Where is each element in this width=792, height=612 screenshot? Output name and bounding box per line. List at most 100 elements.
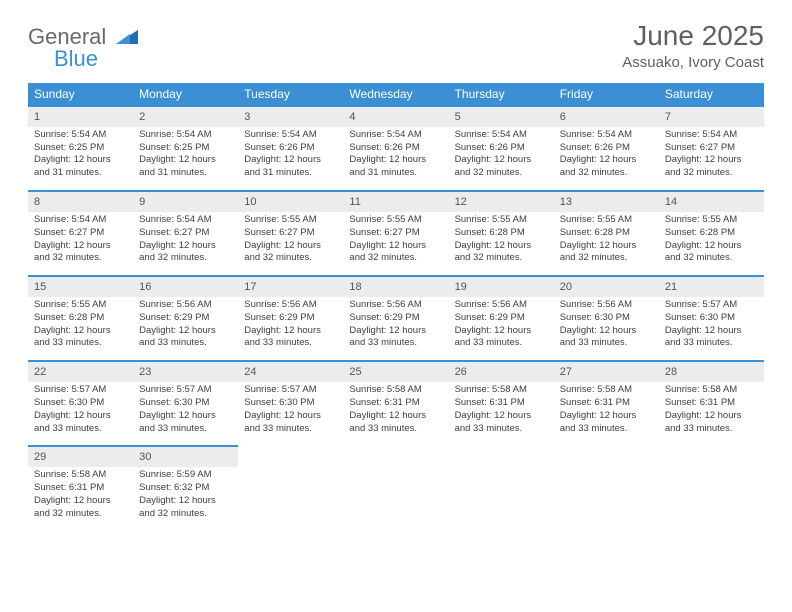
location: Assuako, Ivory Coast bbox=[622, 54, 764, 71]
sunrise-line: Sunrise: 5:56 AM bbox=[560, 299, 653, 312]
calendar-cell bbox=[554, 445, 659, 530]
weekday-header: Thursday bbox=[449, 83, 554, 105]
sunset-line: Sunset: 6:28 PM bbox=[455, 227, 548, 240]
day-number: 27 bbox=[554, 360, 659, 382]
sunset-line: Sunset: 6:30 PM bbox=[34, 397, 127, 410]
sunset-line: Sunset: 6:25 PM bbox=[139, 142, 232, 155]
day-number: 19 bbox=[449, 275, 554, 297]
sunset-line: Sunset: 6:31 PM bbox=[349, 397, 442, 410]
day-body: Sunrise: 5:54 AMSunset: 6:27 PMDaylight:… bbox=[659, 127, 764, 190]
daylight-line: Daylight: 12 hours and 33 minutes. bbox=[139, 325, 232, 351]
calendar-cell: 6Sunrise: 5:54 AMSunset: 6:26 PMDaylight… bbox=[554, 105, 659, 190]
month-title: June 2025 bbox=[622, 20, 764, 52]
daylight-line: Daylight: 12 hours and 33 minutes. bbox=[349, 325, 442, 351]
daylight-line: Daylight: 12 hours and 33 minutes. bbox=[139, 410, 232, 436]
day-number: 30 bbox=[133, 445, 238, 467]
sunset-line: Sunset: 6:30 PM bbox=[560, 312, 653, 325]
calendar-cell: 7Sunrise: 5:54 AMSunset: 6:27 PMDaylight… bbox=[659, 105, 764, 190]
week-header-row: SundayMondayTuesdayWednesdayThursdayFrid… bbox=[28, 83, 764, 105]
day-body: Sunrise: 5:59 AMSunset: 6:32 PMDaylight:… bbox=[133, 467, 238, 530]
daylight-line: Daylight: 12 hours and 33 minutes. bbox=[560, 325, 653, 351]
day-number: 9 bbox=[133, 190, 238, 212]
sunrise-line: Sunrise: 5:55 AM bbox=[560, 214, 653, 227]
weekday-header: Monday bbox=[133, 83, 238, 105]
sunset-line: Sunset: 6:31 PM bbox=[560, 397, 653, 410]
sunset-line: Sunset: 6:26 PM bbox=[349, 142, 442, 155]
calendar-cell: 8Sunrise: 5:54 AMSunset: 6:27 PMDaylight… bbox=[28, 190, 133, 275]
calendar-cell bbox=[659, 445, 764, 530]
day-number: 13 bbox=[554, 190, 659, 212]
calendar-cell: 22Sunrise: 5:57 AMSunset: 6:30 PMDayligh… bbox=[28, 360, 133, 445]
sunset-line: Sunset: 6:30 PM bbox=[665, 312, 758, 325]
calendar-cell: 21Sunrise: 5:57 AMSunset: 6:30 PMDayligh… bbox=[659, 275, 764, 360]
sunrise-line: Sunrise: 5:59 AM bbox=[139, 469, 232, 482]
sunrise-line: Sunrise: 5:54 AM bbox=[139, 129, 232, 142]
day-body: Sunrise: 5:57 AMSunset: 6:30 PMDaylight:… bbox=[659, 297, 764, 360]
day-number: 4 bbox=[343, 105, 448, 127]
sunrise-line: Sunrise: 5:55 AM bbox=[349, 214, 442, 227]
sunset-line: Sunset: 6:27 PM bbox=[665, 142, 758, 155]
weekday-header: Tuesday bbox=[238, 83, 343, 105]
day-body: Sunrise: 5:58 AMSunset: 6:31 PMDaylight:… bbox=[343, 382, 448, 445]
calendar-cell bbox=[343, 445, 448, 530]
sunrise-line: Sunrise: 5:54 AM bbox=[139, 214, 232, 227]
sunrise-line: Sunrise: 5:56 AM bbox=[139, 299, 232, 312]
page-header: General Blue June 2025 Assuako, Ivory Co… bbox=[28, 20, 764, 71]
calendar-cell: 9Sunrise: 5:54 AMSunset: 6:27 PMDaylight… bbox=[133, 190, 238, 275]
day-number: 20 bbox=[554, 275, 659, 297]
logo-word-blue: Blue bbox=[54, 48, 138, 70]
day-body: Sunrise: 5:58 AMSunset: 6:31 PMDaylight:… bbox=[554, 382, 659, 445]
weekday-header: Wednesday bbox=[343, 83, 448, 105]
logo-text: General Blue bbox=[28, 26, 138, 70]
daylight-line: Daylight: 12 hours and 32 minutes. bbox=[560, 240, 653, 266]
day-number: 12 bbox=[449, 190, 554, 212]
day-number: 1 bbox=[28, 105, 133, 127]
daylight-line: Daylight: 12 hours and 33 minutes. bbox=[665, 410, 758, 436]
daylight-line: Daylight: 12 hours and 32 minutes. bbox=[34, 240, 127, 266]
daylight-line: Daylight: 12 hours and 32 minutes. bbox=[665, 154, 758, 180]
day-body: Sunrise: 5:54 AMSunset: 6:26 PMDaylight:… bbox=[343, 127, 448, 190]
calendar-cell: 26Sunrise: 5:58 AMSunset: 6:31 PMDayligh… bbox=[449, 360, 554, 445]
day-number: 10 bbox=[238, 190, 343, 212]
daylight-line: Daylight: 12 hours and 32 minutes. bbox=[349, 240, 442, 266]
calendar-row: 29Sunrise: 5:58 AMSunset: 6:31 PMDayligh… bbox=[28, 445, 764, 530]
weekday-header: Friday bbox=[554, 83, 659, 105]
sunset-line: Sunset: 6:28 PM bbox=[560, 227, 653, 240]
daylight-line: Daylight: 12 hours and 32 minutes. bbox=[560, 154, 653, 180]
sunrise-line: Sunrise: 5:55 AM bbox=[244, 214, 337, 227]
daylight-line: Daylight: 12 hours and 33 minutes. bbox=[34, 325, 127, 351]
sunset-line: Sunset: 6:31 PM bbox=[665, 397, 758, 410]
day-number: 5 bbox=[449, 105, 554, 127]
daylight-line: Daylight: 12 hours and 32 minutes. bbox=[665, 240, 758, 266]
daylight-line: Daylight: 12 hours and 32 minutes. bbox=[455, 154, 548, 180]
day-body: Sunrise: 5:56 AMSunset: 6:29 PMDaylight:… bbox=[343, 297, 448, 360]
sunset-line: Sunset: 6:27 PM bbox=[349, 227, 442, 240]
sunset-line: Sunset: 6:26 PM bbox=[244, 142, 337, 155]
day-body: Sunrise: 5:58 AMSunset: 6:31 PMDaylight:… bbox=[28, 467, 133, 530]
sunrise-line: Sunrise: 5:57 AM bbox=[244, 384, 337, 397]
calendar-row: 15Sunrise: 5:55 AMSunset: 6:28 PMDayligh… bbox=[28, 275, 764, 360]
sunrise-line: Sunrise: 5:56 AM bbox=[349, 299, 442, 312]
day-number: 23 bbox=[133, 360, 238, 382]
day-body: Sunrise: 5:55 AMSunset: 6:27 PMDaylight:… bbox=[238, 212, 343, 275]
calendar-cell: 15Sunrise: 5:55 AMSunset: 6:28 PMDayligh… bbox=[28, 275, 133, 360]
sunrise-line: Sunrise: 5:54 AM bbox=[665, 129, 758, 142]
sunrise-line: Sunrise: 5:54 AM bbox=[244, 129, 337, 142]
calendar-cell: 28Sunrise: 5:58 AMSunset: 6:31 PMDayligh… bbox=[659, 360, 764, 445]
day-body: Sunrise: 5:54 AMSunset: 6:26 PMDaylight:… bbox=[238, 127, 343, 190]
sunrise-line: Sunrise: 5:56 AM bbox=[455, 299, 548, 312]
day-number: 24 bbox=[238, 360, 343, 382]
calendar-cell bbox=[449, 445, 554, 530]
daylight-line: Daylight: 12 hours and 33 minutes. bbox=[560, 410, 653, 436]
calendar-cell: 30Sunrise: 5:59 AMSunset: 6:32 PMDayligh… bbox=[133, 445, 238, 530]
daylight-line: Daylight: 12 hours and 32 minutes. bbox=[139, 240, 232, 266]
calendar-tbody: 1Sunrise: 5:54 AMSunset: 6:25 PMDaylight… bbox=[28, 105, 764, 530]
daylight-line: Daylight: 12 hours and 32 minutes. bbox=[244, 240, 337, 266]
day-number: 3 bbox=[238, 105, 343, 127]
day-body: Sunrise: 5:55 AMSunset: 6:28 PMDaylight:… bbox=[449, 212, 554, 275]
calendar-cell: 2Sunrise: 5:54 AMSunset: 6:25 PMDaylight… bbox=[133, 105, 238, 190]
sunset-line: Sunset: 6:26 PM bbox=[455, 142, 548, 155]
calendar-cell: 16Sunrise: 5:56 AMSunset: 6:29 PMDayligh… bbox=[133, 275, 238, 360]
calendar-cell: 17Sunrise: 5:56 AMSunset: 6:29 PMDayligh… bbox=[238, 275, 343, 360]
sunset-line: Sunset: 6:29 PM bbox=[455, 312, 548, 325]
